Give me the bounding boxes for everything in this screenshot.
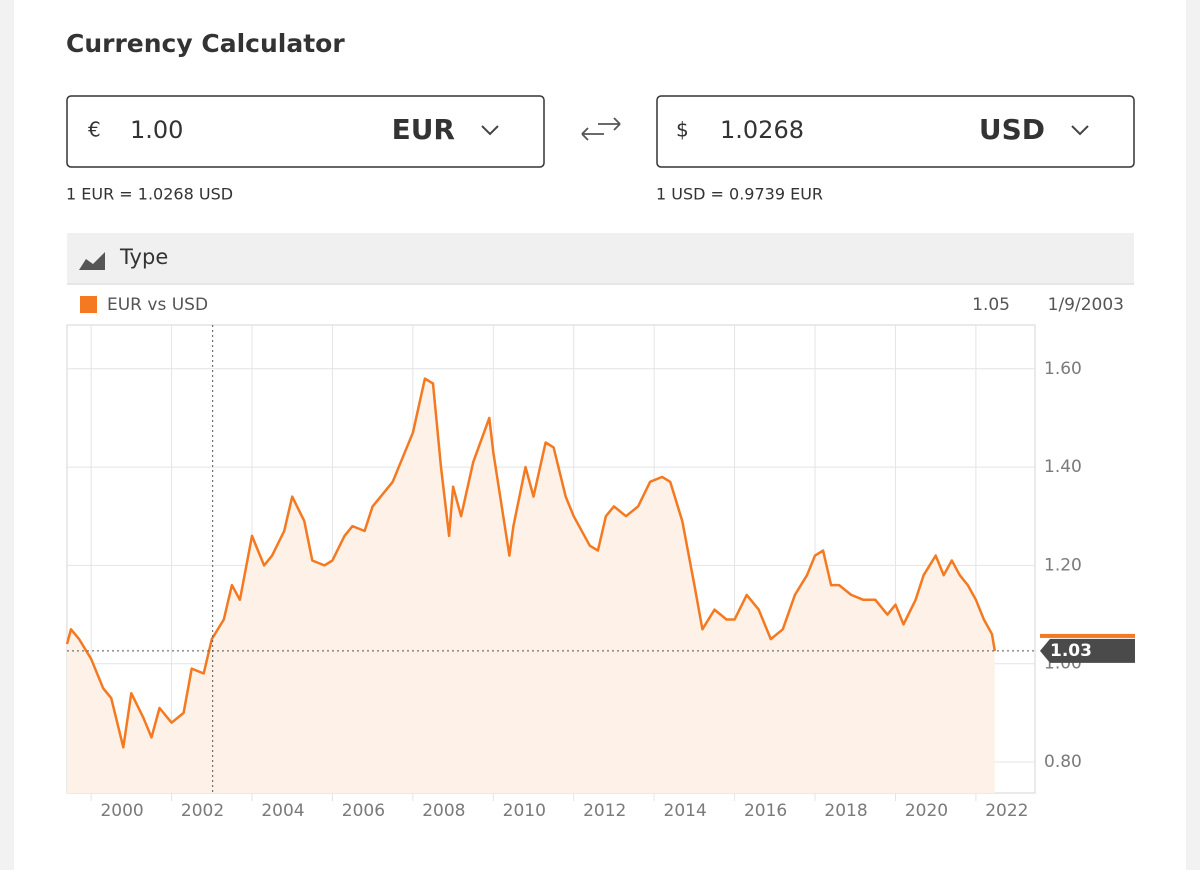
- crosshair-date: 1/9/2003: [1048, 295, 1124, 315]
- chart-type-icon[interactable]: [79, 252, 105, 270]
- dropdown-chevron[interactable]: [481, 125, 499, 136]
- x-tick-label: 2022: [985, 801, 1028, 821]
- from-input[interactable]: € 1.00 EUR: [66, 95, 545, 168]
- y-tick-label: 1.40: [1044, 457, 1082, 477]
- x-tick-label: 2008: [422, 801, 465, 821]
- y-tick-label: 1.20: [1044, 555, 1082, 575]
- type-button[interactable]: Type: [79, 245, 168, 270]
- last-value-label: 1.03: [1050, 641, 1092, 661]
- to-input[interactable]: $ 1.0268 USD: [656, 95, 1135, 168]
- x-tick-label: 2006: [342, 801, 385, 821]
- currency-code[interactable]: USD: [979, 113, 1045, 146]
- crosshair-value: 1.05: [972, 295, 1010, 315]
- x-tick-label: 2000: [100, 801, 143, 821]
- last-value-accent: [1040, 633, 1135, 638]
- title: Currency Calculator: [66, 29, 345, 58]
- currency-symbol: €: [88, 118, 101, 142]
- toolbar: [67, 233, 1134, 283]
- x-tick-label: 2002: [181, 801, 224, 821]
- last-value-tag: [1040, 638, 1135, 663]
- input-box[interactable]: [66, 95, 545, 168]
- rate-text: 1 USD = 0.9739 EUR: [656, 185, 823, 204]
- rate-text: 1 EUR = 1.0268 USD: [66, 185, 233, 204]
- legend-swatch: [80, 296, 97, 313]
- price-line: [65, 377, 997, 749]
- area-fill: [67, 378, 995, 793]
- x-tick-label: 2004: [261, 801, 304, 821]
- input-box[interactable]: [656, 95, 1135, 168]
- y-tick-label: 0.80: [1044, 752, 1082, 772]
- legend-label: EUR vs USD: [107, 295, 208, 315]
- x-tick-label: 2010: [503, 801, 546, 821]
- x-tick-label: 2012: [583, 801, 626, 821]
- x-tick-label: 2016: [744, 801, 787, 821]
- type-label[interactable]: Type: [119, 245, 168, 269]
- amount[interactable]: 1.0268: [720, 116, 804, 144]
- currency-symbol: $: [676, 118, 689, 142]
- swap-icon[interactable]: [581, 117, 621, 141]
- x-tick-label: 2014: [664, 801, 707, 821]
- amount[interactable]: 1.00: [130, 116, 183, 144]
- currency-code[interactable]: EUR: [392, 113, 455, 146]
- x-tick-label: 2020: [905, 801, 948, 821]
- y-tick-label: 1.60: [1044, 359, 1082, 379]
- dropdown-chevron[interactable]: [1071, 125, 1089, 136]
- x-tick-label: 2018: [824, 801, 867, 821]
